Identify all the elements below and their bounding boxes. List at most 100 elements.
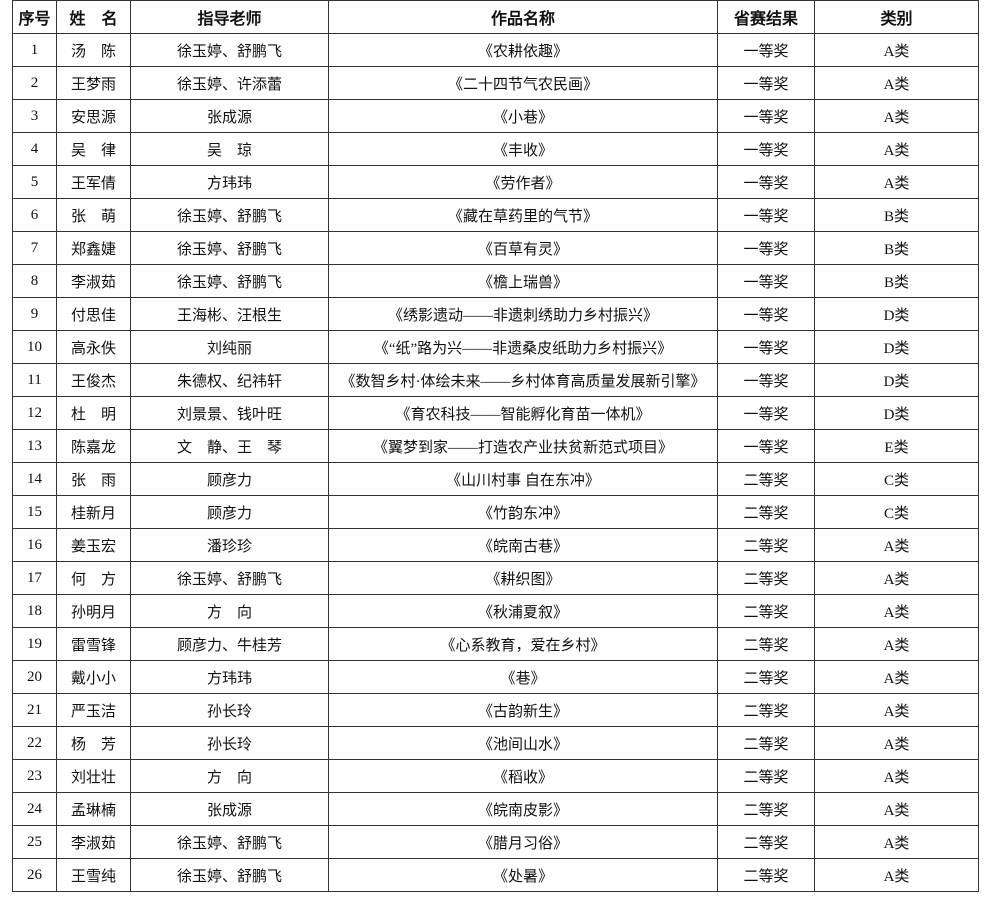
table-cell: 18 bbox=[12, 594, 57, 628]
table-cell: 《翼梦到家——打造农产业扶贫新范式项目》 bbox=[328, 429, 718, 463]
table-cell: 24 bbox=[12, 792, 57, 826]
table-cell: 《山川村事 自在东冲》 bbox=[328, 462, 718, 496]
table-cell: 《数智乡村·体绘未来——乡村体育高质量发展新引擎》 bbox=[328, 363, 718, 397]
table-cell: 二等奖 bbox=[717, 627, 815, 661]
table-row: 17 何 方徐玉婷、舒鹏飞 《耕织图》 二等奖 A类 bbox=[12, 561, 979, 595]
table-row: 11 王俊杰 朱德权、纪祎轩 《数智乡村·体绘未来——乡村体育高质量发展新引擎》 一等奖… bbox=[12, 363, 979, 397]
table-row: 15 桂新月 顾彦力 《竹韵东冲》 二等奖 C类 bbox=[12, 495, 979, 529]
table-cell: 《腊月习俗》 bbox=[328, 825, 718, 859]
table-cell: 26 bbox=[12, 858, 57, 892]
table-cell: A类 bbox=[814, 594, 979, 628]
table-cell: A类 bbox=[814, 132, 979, 166]
table-cell: 5 bbox=[12, 165, 57, 199]
table-row: 9 付思佳 王海彬、汪根生 《绣影遗动——非遗刺绣助力乡村振兴》 一等奖 D类 bbox=[12, 297, 979, 331]
table-row: 5 王军倩 方玮玮 《劳作者》 一等奖 A类 bbox=[12, 165, 979, 199]
table-cell: 张成源 bbox=[130, 792, 329, 826]
table-cell: 《古韵新生》 bbox=[328, 693, 718, 727]
table-cell: 二等奖 bbox=[717, 660, 815, 694]
table-cell: A类 bbox=[814, 627, 979, 661]
table-cell: 徐玉婷、舒鹏飞 bbox=[130, 264, 329, 298]
header-cell: 省赛结果 bbox=[717, 0, 815, 34]
table-cell: 4 bbox=[12, 132, 57, 166]
table-cell: A类 bbox=[814, 528, 979, 562]
table-cell: 郑鑫婕 bbox=[56, 231, 131, 265]
table-cell: 顾彦力 bbox=[130, 462, 329, 496]
table-cell: 一等奖 bbox=[717, 198, 815, 232]
table-cell: 张 雨 bbox=[56, 462, 131, 496]
table-cell: 文 静、王 琴 bbox=[130, 429, 329, 463]
table-cell: 一等奖 bbox=[717, 99, 815, 133]
table-cell: 一等奖 bbox=[717, 165, 815, 199]
table-cell: 徐玉婷、舒鹏飞 bbox=[130, 198, 329, 232]
table-cell: 刘壮壮 bbox=[56, 759, 131, 793]
table-cell: 1 bbox=[12, 33, 57, 67]
table-cell: A类 bbox=[814, 759, 979, 793]
table-cell: D类 bbox=[814, 330, 979, 364]
table-cell: A类 bbox=[814, 825, 979, 859]
table-cell: 一等奖 bbox=[717, 33, 815, 67]
table-cell: 二等奖 bbox=[717, 693, 815, 727]
table-cell: 16 bbox=[12, 528, 57, 562]
header-row: 序号姓 名指导老师 作品名称 省赛结果 类别 bbox=[12, 0, 979, 34]
table-cell: 《巷》 bbox=[328, 660, 718, 694]
table-cell: 王梦雨 bbox=[56, 66, 131, 100]
table-cell: 6 bbox=[12, 198, 57, 232]
table-cell: 孙长玲 bbox=[130, 726, 329, 760]
table-cell: D类 bbox=[814, 396, 979, 430]
table-row: 21 严玉洁 孙长玲 《古韵新生》 二等奖 A类 bbox=[12, 693, 979, 727]
table-cell: B类 bbox=[814, 198, 979, 232]
table-cell: 汤 陈 bbox=[56, 33, 131, 67]
table-cell: B类 bbox=[814, 231, 979, 265]
table-cell: 二等奖 bbox=[717, 759, 815, 793]
table-cell: B类 bbox=[814, 264, 979, 298]
table-cell: 《稻收》 bbox=[328, 759, 718, 793]
table-cell: 一等奖 bbox=[717, 264, 815, 298]
table-cell: 何 方 bbox=[56, 561, 131, 595]
table-cell: 顾彦力、牛桂芳 bbox=[130, 627, 329, 661]
table-cell: 一等奖 bbox=[717, 330, 815, 364]
table-cell: 一等奖 bbox=[717, 429, 815, 463]
table-cell: 付思佳 bbox=[56, 297, 131, 331]
table-cell: 2 bbox=[12, 66, 57, 100]
table-cell: 《小巷》 bbox=[328, 99, 718, 133]
table-cell: 《池间山水》 bbox=[328, 726, 718, 760]
table-cell: 12 bbox=[12, 396, 57, 430]
table-cell: 张成源 bbox=[130, 99, 329, 133]
table-cell: 孙长玲 bbox=[130, 693, 329, 727]
table-cell: 雷雪锋 bbox=[56, 627, 131, 661]
table-cell: 一等奖 bbox=[717, 132, 815, 166]
table-cell: 张 萌 bbox=[56, 198, 131, 232]
table-cell: 《丰收》 bbox=[328, 132, 718, 166]
table-cell: 《檐上瑞兽》 bbox=[328, 264, 718, 298]
table-cell: 二等奖 bbox=[717, 792, 815, 826]
table-cell: 《二十四节气农民画》 bbox=[328, 66, 718, 100]
table-cell: 二等奖 bbox=[717, 528, 815, 562]
table-cell: 杨 芳 bbox=[56, 726, 131, 760]
table-row: 13 陈嘉龙文 静、王 琴《翼梦到家——打造农产业扶贫新范式项目》 一等奖 E类 bbox=[12, 429, 979, 463]
table-cell: 《竹韵东冲》 bbox=[328, 495, 718, 529]
table-row: 24 孟琳楠 张成源 《皖南皮影》 二等奖 A类 bbox=[12, 792, 979, 826]
table-cell: 吴 琼 bbox=[130, 132, 329, 166]
table-cell: D类 bbox=[814, 363, 979, 397]
table-cell: 戴小小 bbox=[56, 660, 131, 694]
table-cell: 徐玉婷、舒鹏飞 bbox=[130, 231, 329, 265]
table-row: 26 王雪纯 徐玉婷、舒鹏飞 《处暑》 二等奖 A类 bbox=[12, 858, 979, 892]
table-cell: 二等奖 bbox=[717, 594, 815, 628]
table-cell: 25 bbox=[12, 825, 57, 859]
table-cell: A类 bbox=[814, 99, 979, 133]
table-row: 12 杜 明刘景景、钱叶旺 《育农科技——智能孵化育苗一体机》 一等奖 D类 bbox=[12, 396, 979, 430]
table-cell: 徐玉婷、舒鹏飞 bbox=[130, 825, 329, 859]
table-row: 18 孙明月方 向《秋浦夏叙》 二等奖 A类 bbox=[12, 594, 979, 628]
table-cell: 徐玉婷、舒鹏飞 bbox=[130, 561, 329, 595]
table-cell: 朱德权、纪祎轩 bbox=[130, 363, 329, 397]
table-cell: 《育农科技——智能孵化育苗一体机》 bbox=[328, 396, 718, 430]
table-cell: 一等奖 bbox=[717, 66, 815, 100]
table-cell: 吴 律 bbox=[56, 132, 131, 166]
table-cell: 徐玉婷、许添蕾 bbox=[130, 66, 329, 100]
table-cell: 孙明月 bbox=[56, 594, 131, 628]
table-cell: 李淑茹 bbox=[56, 264, 131, 298]
table-cell: 潘珍珍 bbox=[130, 528, 329, 562]
